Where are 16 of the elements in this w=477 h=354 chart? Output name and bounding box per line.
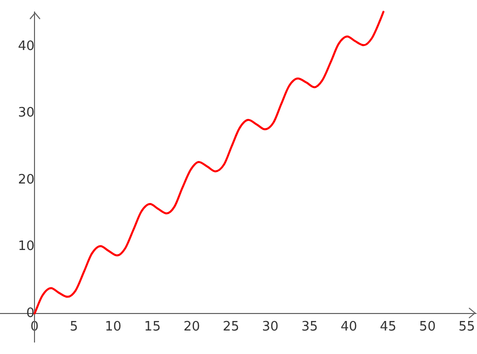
y-tick-label: 20	[18, 172, 35, 188]
x-tick-label: 20	[183, 320, 200, 335]
x-tick-label: 45	[380, 320, 396, 335]
x-tick-label: 10	[104, 320, 122, 335]
y-tick-label: 10	[18, 239, 35, 254]
y-tick-label: 30	[18, 106, 35, 121]
y-tick-label: 40	[18, 38, 35, 54]
x-tick-label: 5	[70, 320, 78, 335]
line-series	[34, 10, 384, 314]
x-tick-label: 30	[262, 320, 279, 335]
x-tick-label: 55	[458, 320, 475, 335]
x-tick-label: 35	[301, 320, 318, 335]
x-tick-label: 50	[419, 320, 436, 335]
x-tick-label: 15	[144, 320, 161, 335]
x-tick-label: 25	[222, 320, 240, 335]
x-tick-label: 40	[340, 320, 358, 335]
